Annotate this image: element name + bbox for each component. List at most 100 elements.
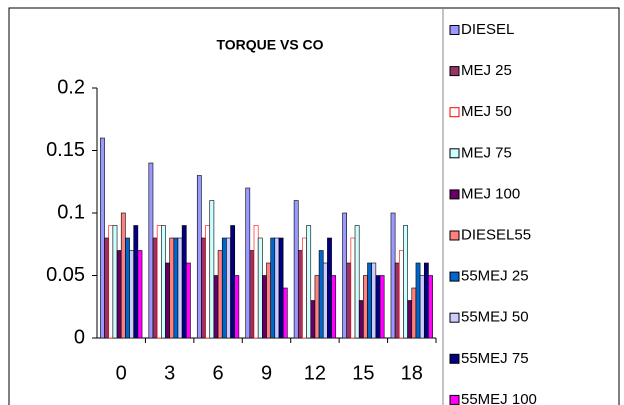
x-tick-label: 0 <box>116 362 127 384</box>
bar <box>234 275 240 339</box>
bar <box>278 237 284 339</box>
bar <box>306 225 312 339</box>
bar <box>217 250 223 339</box>
bar <box>379 275 385 339</box>
bar <box>322 262 328 339</box>
y-tick-label: 0.15 <box>46 139 85 161</box>
y-tick-label: 0 <box>74 326 85 348</box>
legend-label: DIESEL <box>461 21 514 38</box>
bar <box>205 225 211 339</box>
legend-swatch <box>449 353 460 364</box>
bar <box>213 275 219 339</box>
legend-label: 55MEJ 100 <box>461 391 537 405</box>
bar <box>346 262 352 339</box>
bar <box>354 225 360 339</box>
bar <box>302 237 307 339</box>
legend-label: MEJ 100 <box>461 185 520 202</box>
x-tick-label: 15 <box>352 362 374 384</box>
bar <box>169 237 175 339</box>
bar <box>196 175 202 339</box>
bar <box>358 300 364 339</box>
bar <box>274 237 280 339</box>
legend-label: MEJ 50 <box>461 103 512 120</box>
x-tick-label: 12 <box>304 362 326 384</box>
bar <box>282 287 288 339</box>
x-tick-label: 9 <box>261 362 272 384</box>
bar <box>104 237 110 339</box>
bar <box>411 287 417 339</box>
bar <box>137 250 143 339</box>
bar <box>165 262 170 339</box>
bar <box>415 262 421 339</box>
x-tick-label: 6 <box>213 362 224 384</box>
bar <box>363 275 368 339</box>
legend-label: DIESEL55 <box>461 226 531 243</box>
bar <box>148 162 154 339</box>
bar <box>133 225 139 339</box>
legend-label: 55MEJ 75 <box>461 350 529 367</box>
legend-label: MEJ 25 <box>461 62 512 79</box>
bar <box>390 212 396 339</box>
bar <box>120 212 126 339</box>
legend-swatch <box>449 66 460 77</box>
legend-swatch <box>449 25 460 35</box>
bar <box>108 225 114 339</box>
bar <box>125 237 130 339</box>
bar <box>407 300 413 339</box>
legend-swatch <box>449 312 460 323</box>
bar <box>226 237 231 339</box>
bar <box>100 137 105 339</box>
legend-swatch <box>449 271 460 282</box>
bar <box>428 275 433 339</box>
legend-swatch <box>449 230 460 241</box>
legend-label: 55MEJ 25 <box>461 268 529 285</box>
bar <box>394 262 400 339</box>
bar <box>253 225 259 339</box>
bar <box>297 250 303 339</box>
bar <box>152 237 158 339</box>
bar <box>156 225 162 339</box>
bar <box>173 237 179 339</box>
bar <box>112 225 118 339</box>
bar <box>116 250 122 339</box>
y-tick-label: 0.2 <box>57 76 85 98</box>
bar <box>161 225 166 339</box>
y-tick-label: 0.1 <box>57 201 85 223</box>
chart-frame <box>8 7 620 405</box>
legend-label: 55MEJ 50 <box>461 309 529 326</box>
bar <box>201 237 206 339</box>
bar <box>129 250 135 339</box>
bar <box>221 237 227 339</box>
legend-swatch <box>449 189 460 200</box>
bar <box>318 250 324 339</box>
x-tick-label: 3 <box>164 362 175 384</box>
bar <box>375 275 381 339</box>
legend-swatch <box>449 148 460 159</box>
x-tick-label: 18 <box>401 362 423 384</box>
bar <box>398 250 404 339</box>
bar <box>245 187 251 339</box>
bar <box>262 275 267 339</box>
bar <box>310 300 316 339</box>
bar <box>293 200 299 339</box>
bar <box>331 275 337 339</box>
bar <box>327 237 332 339</box>
bar <box>371 262 377 339</box>
legend-swatch <box>449 107 460 118</box>
legend-label: MEJ 75 <box>461 144 512 161</box>
bar <box>266 262 271 339</box>
bar <box>423 262 429 339</box>
bar <box>419 275 425 339</box>
bar <box>403 225 408 339</box>
bar <box>181 225 187 339</box>
bar <box>314 275 320 339</box>
legend-swatch <box>449 394 460 405</box>
bar <box>270 237 276 339</box>
chart-title: TORQUE VS CO <box>216 37 323 53</box>
bar <box>249 250 255 339</box>
bar <box>177 237 183 339</box>
bar <box>186 262 191 339</box>
bar <box>342 212 347 339</box>
bar <box>367 262 372 339</box>
